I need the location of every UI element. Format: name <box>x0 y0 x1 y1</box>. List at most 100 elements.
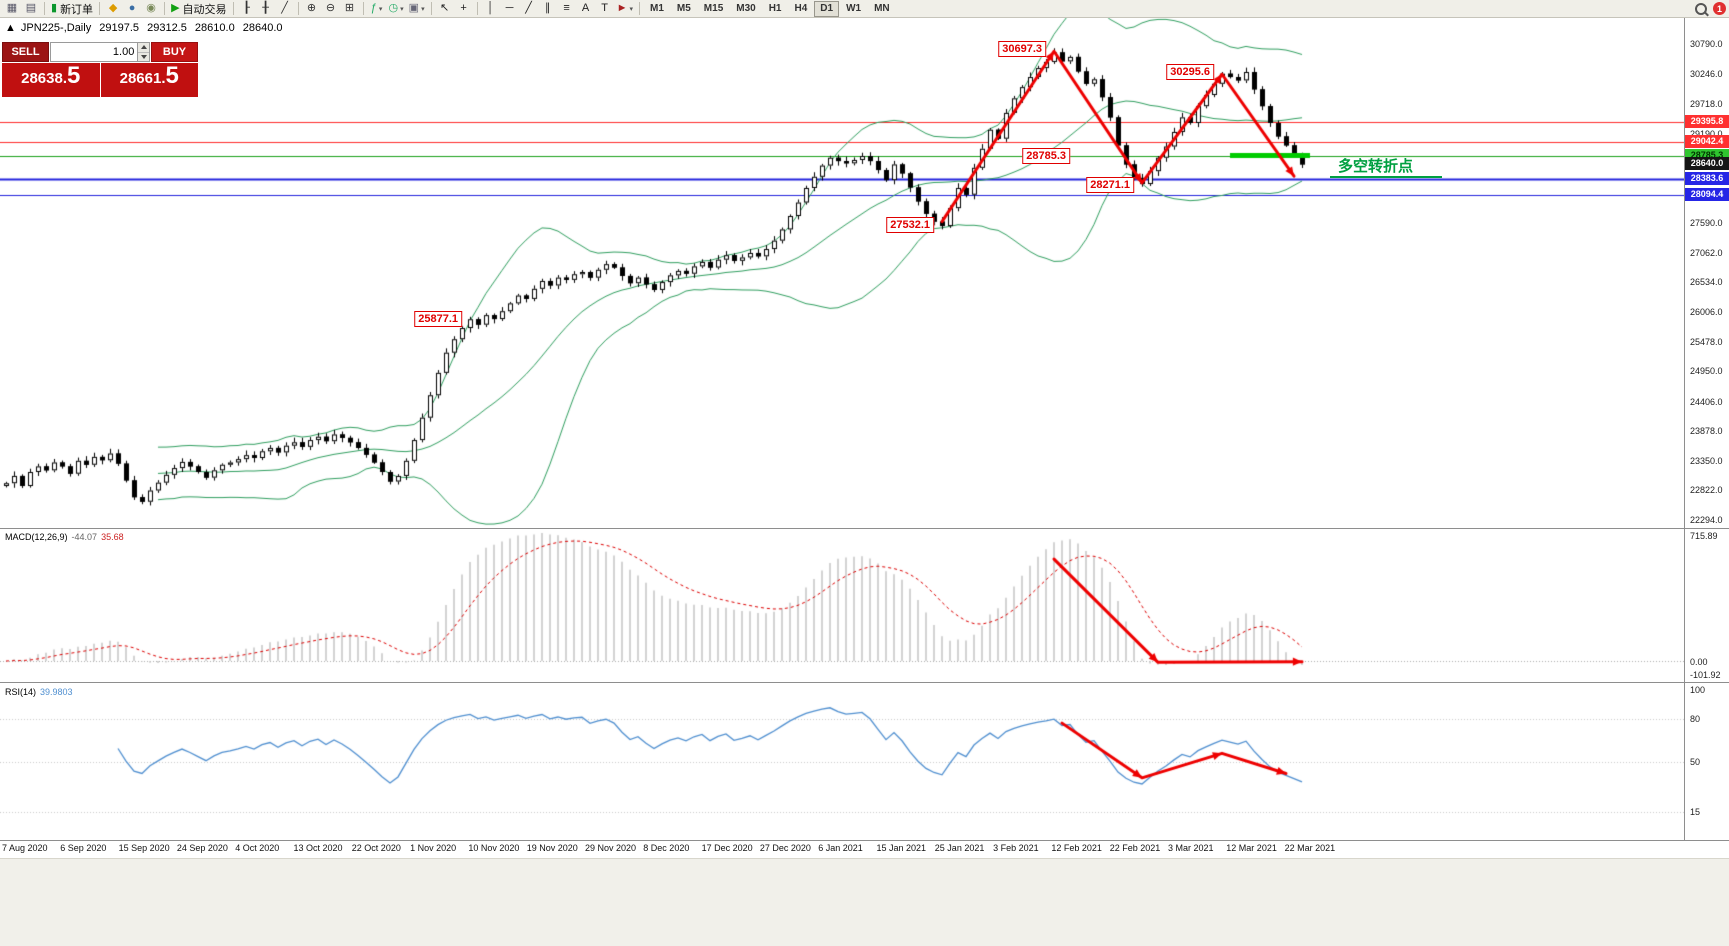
cursor-icon[interactable]: ↖ <box>436 1 454 17</box>
vertical-line-icon[interactable]: │ <box>482 1 500 17</box>
new-chart-icon[interactable]: ▦ <box>3 1 21 17</box>
ask-price-big-digit: 5 <box>165 62 179 89</box>
trendline-icon: ╱ <box>525 2 532 14</box>
fibonacci-icon[interactable]: ≡ <box>558 1 576 17</box>
macd-pane-canvas[interactable] <box>0 529 1684 682</box>
zoom-out-icon[interactable]: ⊖ <box>322 1 340 17</box>
price-axis-tick: 22822.0 <box>1690 485 1723 496</box>
horizontal-line-icon[interactable]: ─ <box>501 1 519 17</box>
crosshair-icon: + <box>460 2 467 14</box>
timeframe-button-h4[interactable]: H4 <box>789 1 814 17</box>
timeframe-button-h1[interactable]: H1 <box>763 1 788 17</box>
tile-windows-icon[interactable]: ⊞ <box>341 1 359 17</box>
line-chart-icon[interactable]: ╱ <box>276 1 294 17</box>
periods-icon: ◷ <box>388 2 399 14</box>
bid-price-main: 28638. <box>21 70 68 87</box>
rsi-axis-tick: 15 <box>1690 807 1701 818</box>
ohlc-close: 28640.0 <box>242 22 283 34</box>
main-chart-canvas[interactable] <box>0 18 1684 528</box>
periods-icon[interactable]: ◷ ▾ <box>387 1 406 17</box>
macd-main-value: -44.07 <box>71 532 98 542</box>
symbol-marker-icon: ▲ <box>5 22 16 34</box>
price-flag-label[interactable]: 28785.3 <box>1022 148 1070 165</box>
time-axis-date: 19 Nov 2020 <box>526 843 578 853</box>
chart-profiles-icon[interactable]: ▤ <box>22 1 40 17</box>
new-order-button[interactable]: ▮ 新订单 <box>49 1 95 17</box>
buy-button[interactable]: BUY <box>151 42 198 62</box>
price-axis-tick: 24950.0 <box>1690 366 1723 377</box>
price-flag-label[interactable]: 25877.1 <box>414 311 462 328</box>
templates-icon: ▣ <box>408 2 420 14</box>
crosshair-icon[interactable]: + <box>455 1 473 17</box>
arrows-tool-icon: ► <box>616 2 628 14</box>
time-axis-date: 22 Oct 2020 <box>351 843 401 853</box>
templates-icon[interactable]: ▣ ▾ <box>407 1 427 17</box>
time-axis-date: 22 Mar 2021 <box>1284 843 1336 853</box>
lot-size-control <box>50 42 150 62</box>
toolbar-separator <box>99 2 101 15</box>
price-flag-label[interactable]: 30295.6 <box>1166 63 1214 80</box>
horizontal-line-icon: ─ <box>505 2 514 14</box>
metaeditor-icon[interactable]: ◆ <box>104 1 122 17</box>
auto-trading-button: ▶ <box>171 2 180 14</box>
timeframe-button-w1[interactable]: W1 <box>840 1 867 17</box>
navigator-icon: ◉ <box>146 2 156 14</box>
macd-indicator-header: MACD(12,26,9) -44.07 35.68 <box>5 532 124 542</box>
search-icon[interactable] <box>1695 2 1707 15</box>
channel-icon[interactable]: ∥ <box>539 1 557 17</box>
text-icon[interactable]: A <box>577 1 595 17</box>
lot-decrease-button[interactable] <box>138 51 149 61</box>
price-flag-label[interactable]: 30697.3 <box>998 41 1046 58</box>
toolbar-separator <box>476 2 478 15</box>
bottom-spacer <box>0 858 1729 946</box>
bid-price[interactable]: 28638. 5 <box>2 63 100 97</box>
price-axis-tick: 26534.0 <box>1690 277 1723 288</box>
lot-size-input[interactable] <box>51 43 138 61</box>
channel-icon: ∥ <box>544 2 551 14</box>
timeframe-button-m30[interactable]: M30 <box>730 1 761 17</box>
arrows-tool-icon[interactable]: ► ▾ <box>615 1 635 17</box>
price-axis-tick: 25478.0 <box>1690 336 1723 347</box>
zoom-in-icon[interactable]: ⊕ <box>303 1 321 17</box>
time-axis-date: 15 Jan 2021 <box>876 843 927 853</box>
bar-chart-icon[interactable]: ┠ <box>238 1 256 17</box>
pane-separator[interactable] <box>0 682 1729 683</box>
new-order-button-label: 新订单 <box>60 3 94 16</box>
ask-price[interactable]: 28661. 5 <box>100 62 198 97</box>
timeframe-button-mn[interactable]: MN <box>868 1 896 17</box>
candlestick-chart-icon[interactable]: ╂ <box>257 1 275 17</box>
timeframe-button-d1[interactable]: D1 <box>814 0 840 17</box>
macd-axis-tick: -101.92 <box>1690 670 1721 680</box>
sell-button[interactable]: SELL <box>2 42 49 62</box>
timeframe-button-m1[interactable]: M1 <box>644 1 670 17</box>
timeframe-button-m15[interactable]: M15 <box>698 1 729 17</box>
time-axis-date: 1 Nov 2020 <box>410 843 457 853</box>
lot-increase-button[interactable] <box>138 43 149 52</box>
ohlc-open: 29197.5 <box>99 22 140 34</box>
notifications-badge[interactable]: 1 <box>1713 2 1726 15</box>
macd-axis-tick: 0.00 <box>1690 657 1708 667</box>
toolbar: ▦ ▤ ▮ 新订单 ◆ ● ◉ ▶ 自动交易 ┠ ╂ ╱ ⊕ ⊖ ⊞ ƒ ▾ ◷ ▾ ▣ ▾ ↖ + │ ─ ╱ ∥ ≡ A T ► ▾ M1 M… <box>0 0 1729 18</box>
time-axis-date: 17 Dec 2020 <box>701 843 753 853</box>
trendline-icon[interactable]: ╱ <box>520 1 538 17</box>
price-flag-label[interactable]: 27532.1 <box>886 216 934 233</box>
dropdown-arrow-icon: ▾ <box>629 5 633 13</box>
pane-separator[interactable] <box>0 528 1729 529</box>
pivot-note-underline <box>1330 176 1442 178</box>
market-watch-icon[interactable]: ● <box>123 1 141 17</box>
rsi-axis-tick: 50 <box>1690 757 1701 767</box>
indicators-icon[interactable]: ƒ ▾ <box>368 1 386 17</box>
symbol-ohlc-info: ▲ JPN225-,Daily 29197.5 29312.5 28610.0 2… <box>5 22 288 34</box>
price-flag-label[interactable]: 28271.1 <box>1086 177 1134 194</box>
pivot-note-text[interactable]: 多空转折点 <box>1338 158 1414 175</box>
time-axis-date: 12 Mar 2021 <box>1226 843 1277 853</box>
text-label-icon[interactable]: T <box>596 1 614 17</box>
timeframe-button-m5[interactable]: M5 <box>671 1 697 17</box>
price-axis-tick: 24406.0 <box>1690 396 1723 407</box>
price-axis-separator <box>1684 18 1685 858</box>
auto-trading-button[interactable]: ▶ 自动交易 <box>169 1 228 17</box>
time-axis-date: 22 Feb 2021 <box>1109 843 1161 853</box>
navigator-icon[interactable]: ◉ <box>142 1 160 17</box>
rsi-pane-canvas[interactable] <box>0 684 1684 840</box>
